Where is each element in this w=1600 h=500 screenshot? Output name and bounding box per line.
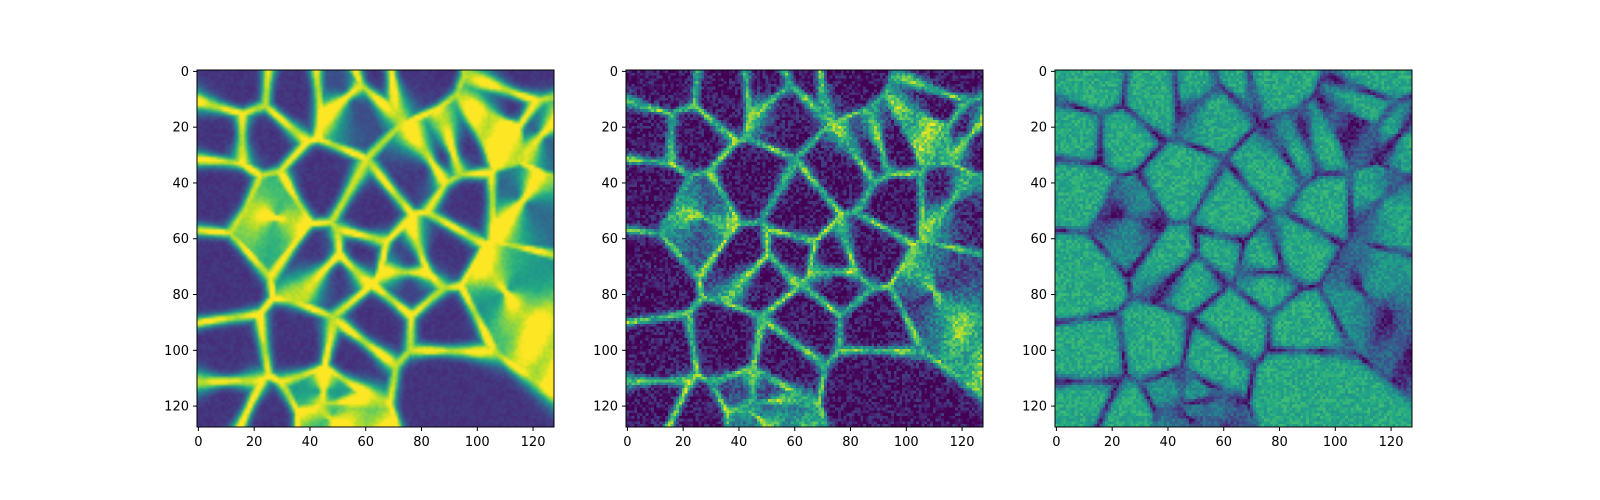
x-tick-label: 0 [623,435,631,450]
y-tick-label: 120 [1022,400,1047,415]
x-tick-label: 80 [413,435,430,450]
x-tick-label: 80 [1271,435,1288,450]
x-tick-label: 40 [1160,435,1177,450]
heatmap-image-2 [626,70,983,427]
heatmap-image-3 [1055,70,1412,427]
y-tick-label: 80 [1030,288,1047,303]
axes-frame-1 [196,69,555,428]
y-tick-label: 100 [164,344,189,359]
y-tick-label: 20 [172,121,189,136]
x-tick-label: 40 [302,435,319,450]
y-tick-label: 0 [610,65,618,80]
y-tick-label: 80 [601,288,618,303]
y-tick-label: 0 [1039,65,1047,80]
y-tick-label: 120 [593,400,618,415]
panels: 0 20 40 60 80 100 120 0 20 40 60 80 100 120 0 20 40 60 80 1… [164,65,1413,450]
x-tick-label: 120 [1379,435,1404,450]
y-tick-label: 40 [1030,176,1047,191]
y-tick-label: 80 [172,288,189,303]
y-tick-label: 60 [172,232,189,247]
heatmap-panel-2: 0 20 40 60 80 100 120 0 20 40 60 80 100 120 [593,65,984,450]
x-tick-label: 20 [1104,435,1121,450]
axes-frame-2 [625,69,984,428]
y-tick-label: 120 [164,400,189,415]
y-tick-label: 100 [593,344,618,359]
x-tick-label: 60 [357,435,374,450]
x-tick-label: 80 [842,435,859,450]
x-tick-label: 40 [731,435,748,450]
x-tick-label: 120 [521,435,546,450]
y-tick-label: 60 [1030,232,1047,247]
x-tick-label: 60 [786,435,803,450]
y-tick-label: 20 [601,121,618,136]
heatmap-panel-3: 0 20 40 60 80 100 120 0 20 40 60 80 100 120 [1022,65,1413,450]
y-tick-label: 100 [1022,344,1047,359]
x-tick-label: 20 [246,435,263,450]
heatmap-panel-1: 0 20 40 60 80 100 120 0 20 40 60 80 100 120 [164,65,555,450]
x-tick-label: 100 [465,435,490,450]
x-tick-label: 60 [1215,435,1232,450]
axes-frame-3 [1054,69,1413,428]
x-tick-label: 0 [1052,435,1060,450]
x-tick-label: 0 [194,435,202,450]
x-tick-label: 120 [950,435,975,450]
y-tick-label: 20 [1030,121,1047,136]
x-tick-label: 100 [1323,435,1348,450]
y-tick-label: 40 [601,176,618,191]
y-tick-label: 0 [181,65,189,80]
x-tick-label: 20 [675,435,692,450]
y-tick-label: 40 [172,176,189,191]
heatmap-image-1 [197,70,554,427]
y-tick-label: 60 [601,232,618,247]
x-tick-label: 100 [894,435,919,450]
